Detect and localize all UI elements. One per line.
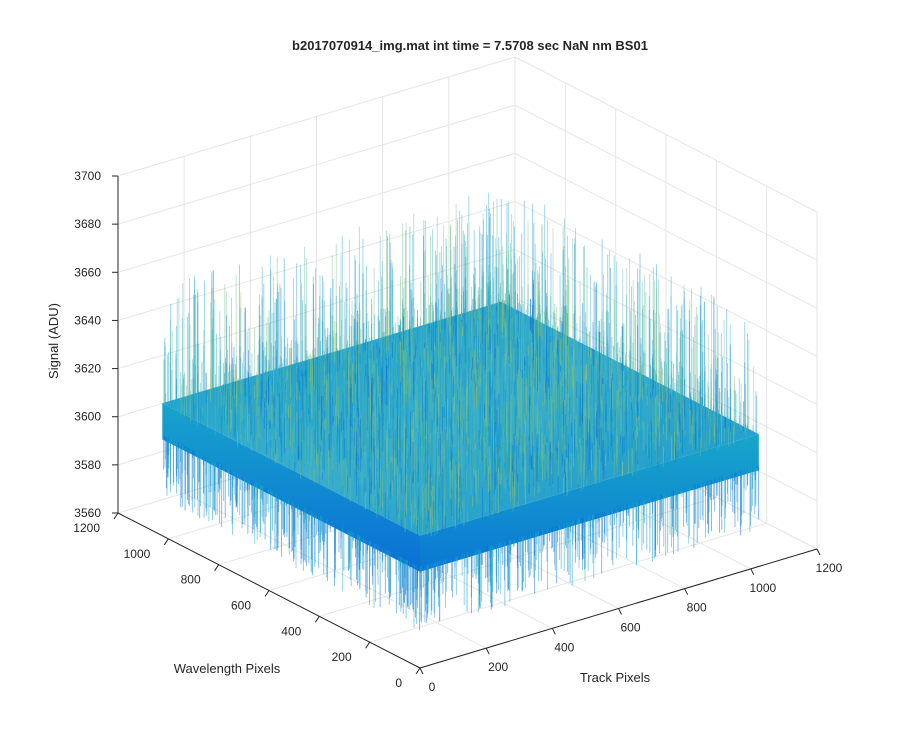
surface-face-front — [420, 434, 759, 572]
tick-labels: 0 200 400 600 800 1000 1200 0 200 400 600 800 1000 12… — [73, 169, 842, 694]
x-tick — [618, 608, 622, 615]
z-tick-label: 3660 — [74, 265, 101, 279]
y-tick — [163, 538, 169, 546]
y-tick — [113, 512, 119, 520]
grid-line-z-back — [117, 152, 516, 273]
x-tick — [816, 548, 821, 556]
y-tick — [264, 590, 270, 597]
x-tick — [551, 628, 556, 635]
y-tick — [415, 667, 421, 675]
z-axis-label: Signal (ADU) — [46, 303, 61, 379]
z-tick-label: 3640 — [74, 313, 101, 327]
surface-face-left — [162, 403, 421, 572]
grid-line-z-side — [514, 104, 818, 261]
x-tick-label: 200 — [488, 660, 508, 674]
z-tick-label: 3680 — [74, 217, 101, 231]
y-tick-label: 1200 — [73, 521, 100, 535]
x-tick-label: 800 — [687, 601, 707, 615]
z-tick-label: 3700 — [74, 169, 101, 183]
x-tick — [684, 588, 689, 595]
x-tick-label: 400 — [554, 640, 574, 654]
z-tick-label: 3580 — [74, 458, 101, 472]
x-tick — [750, 568, 755, 576]
x-tick-label: 1200 — [816, 561, 843, 575]
x-tick — [419, 667, 424, 675]
grid-line-z-side — [514, 56, 818, 213]
x-tick-label: 1000 — [749, 581, 776, 595]
y-axis-label: Wavelength Pixels — [174, 661, 281, 676]
surface-noise — [162, 192, 759, 631]
y-tick — [365, 641, 371, 649]
y-tick-label: 600 — [231, 599, 251, 613]
surface-plot — [162, 192, 759, 631]
grid-line-z-back — [117, 200, 516, 321]
z-tick-label: 3560 — [74, 506, 101, 520]
z-tick-label: 3620 — [74, 362, 101, 376]
y-tick-label: 200 — [332, 650, 352, 664]
grid-line-z-back — [117, 249, 516, 370]
x-axis-label: Track Pixels — [580, 670, 651, 685]
x-tick-label: 600 — [620, 621, 640, 635]
chart-title: b2017070914_img.mat int time = 7.5708 se… — [292, 38, 648, 53]
grid-line-z-back — [117, 56, 516, 177]
grid-line-y-floor — [369, 522, 767, 643]
y-tick-label: 1000 — [124, 547, 151, 561]
grid-line-z-side — [514, 200, 818, 357]
y-tick — [314, 616, 320, 623]
x-tick — [485, 647, 490, 655]
y-tick-label: 0 — [395, 676, 402, 690]
z-tick-label: 3600 — [74, 410, 101, 424]
y-tick-label: 400 — [281, 624, 301, 638]
grid-line-z-back — [117, 104, 516, 225]
grid-line-z-side — [514, 152, 818, 309]
y-tick — [214, 564, 220, 571]
x-tick-label: 0 — [429, 680, 436, 694]
tick-marks — [112, 175, 821, 675]
y-tick-label: 800 — [181, 573, 201, 587]
